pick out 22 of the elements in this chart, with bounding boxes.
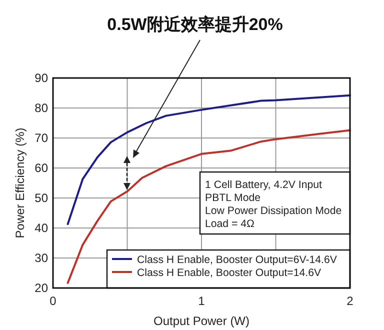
y-tick-label: 40 [34,221,48,235]
y-tick-label: 70 [34,131,48,145]
y-axis-title: Power Efficiency (%) [13,128,27,238]
x-axis-title: Output Power (W) [153,314,250,328]
annotation: Load = 4Ω [205,218,255,230]
legend-label: Class H Enable, Booster Output=14.6V [137,267,322,279]
y-tick-label: 80 [34,101,48,115]
legend-label: Class H Enable, Booster Output=6V-14.6V [137,254,338,266]
annotation: Low Power Dissipation Mode [205,205,342,217]
chart-title: 0.5W附近效率提升20% [107,15,283,34]
y-tick-label: 50 [34,191,48,205]
y-tick-label: 30 [34,251,48,265]
x-tick-label: 2 [346,294,354,308]
y-tick-label: 20 [34,281,48,295]
y-tick-label: 90 [34,71,48,85]
line-series [66,129,351,284]
x-tick-label: 0 [50,294,57,308]
annotation: 1 Cell Battery, 4.2V Input [205,179,322,191]
line-series [66,94,351,226]
x-tick-label: 1 [198,294,206,308]
annotation: PBTL Mode [205,192,261,204]
y-tick-label: 60 [34,161,48,175]
